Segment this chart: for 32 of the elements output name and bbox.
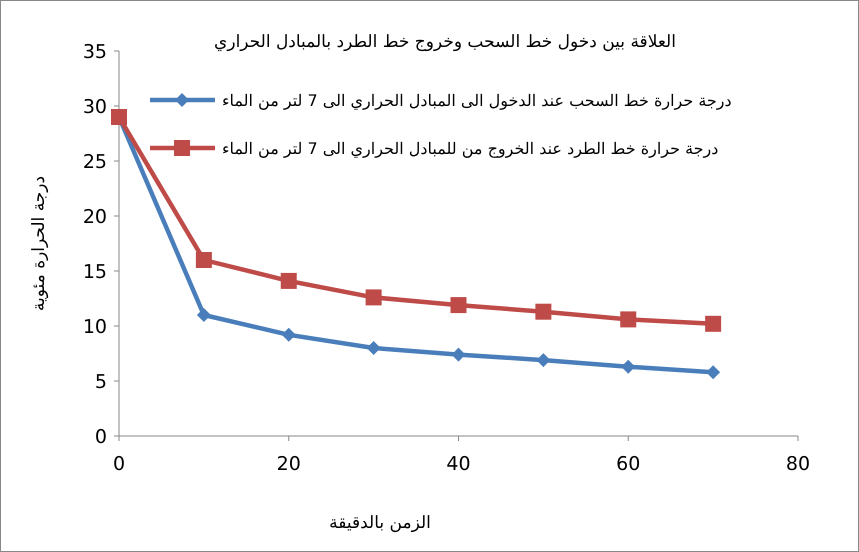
point <box>366 341 381 355</box>
x-tick-label: 60 <box>616 453 640 475</box>
y-tick-label: 25 <box>82 151 107 173</box>
point <box>282 328 296 342</box>
x-tick-label: 0 <box>112 453 126 475</box>
point <box>705 316 722 332</box>
x-tick-label: 40 <box>446 453 471 475</box>
point <box>536 353 550 368</box>
point <box>535 304 552 320</box>
legend-label: درجة حرارة خط السحب عند الدخول الى المبادل الحراري الى 7 لتر من الماء <box>222 91 732 110</box>
y-tick-label: 30 <box>82 96 107 118</box>
point <box>450 297 466 314</box>
point <box>620 311 636 328</box>
point <box>621 360 636 374</box>
chart-title: العلاقة بين دخول خط السحب وخروج خط الطرد بالمبادل الحراري <box>214 32 676 52</box>
point <box>706 365 720 380</box>
point <box>280 272 297 289</box>
y-tick-label: 10 <box>82 316 107 338</box>
point <box>366 289 382 306</box>
y-tick-label: 5 <box>94 371 107 393</box>
legend-label: درجة حرارة خط الطرد عند الخروج من للمبادل الحراري الى 7 لتر من الماء <box>222 139 718 158</box>
y-tick-label: 20 <box>82 206 107 228</box>
x-tick-label: 20 <box>276 453 301 475</box>
point <box>196 252 212 268</box>
x-tick-label: 80 <box>786 453 810 475</box>
point <box>196 308 211 322</box>
y-tick-label: 15 <box>82 261 107 283</box>
point <box>452 348 466 362</box>
x-axis-title: الزمن بالدقيقة <box>329 513 431 533</box>
y-tick-label: 0 <box>94 426 107 448</box>
y-tick-label: 35 <box>82 41 107 63</box>
y-axis-title: درجة الحرارة مئوية <box>29 176 49 312</box>
